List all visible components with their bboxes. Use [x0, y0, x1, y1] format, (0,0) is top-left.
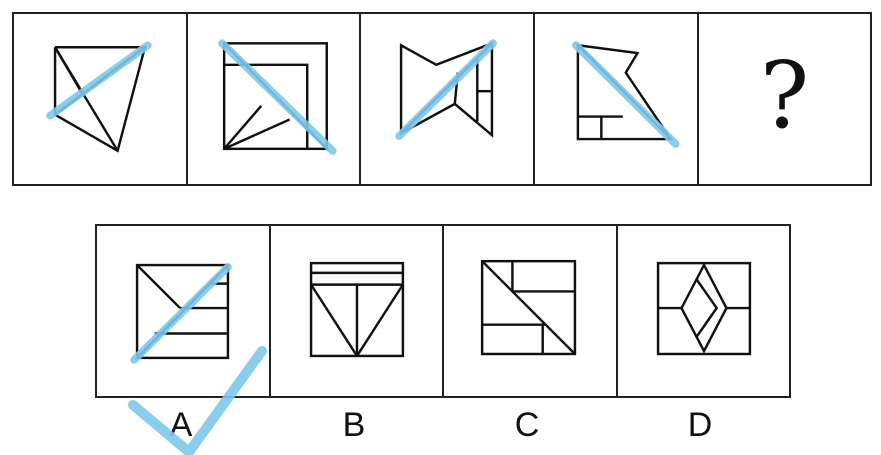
option-b-label: B: [324, 408, 384, 442]
option-d-label: D: [670, 408, 730, 442]
option-d-drawing: [618, 226, 789, 396]
options-panel: [95, 224, 791, 398]
option-a[interactable]: [97, 226, 271, 396]
question-cell: ?: [699, 14, 870, 184]
option-b[interactable]: [271, 226, 444, 396]
sequence-figure-1: [14, 14, 188, 184]
option-c-label: C: [497, 408, 557, 442]
sequence-figure-2: [188, 14, 361, 184]
figure-3-drawing: [361, 14, 533, 184]
figure-4-drawing: [535, 14, 697, 184]
sequence-figure-3: [361, 14, 535, 184]
option-a-drawing: [97, 226, 269, 396]
option-b-drawing: [271, 226, 442, 396]
option-c[interactable]: [444, 226, 618, 396]
sequence-figure-4: [535, 14, 699, 184]
question-mark: ?: [699, 50, 870, 142]
figure-2-drawing: [188, 14, 359, 184]
option-d[interactable]: [618, 226, 789, 396]
figure-1-drawing: [14, 14, 186, 184]
sequence-panel: ?: [12, 12, 872, 186]
option-a-label: A: [151, 408, 211, 442]
option-c-drawing: [444, 226, 616, 396]
